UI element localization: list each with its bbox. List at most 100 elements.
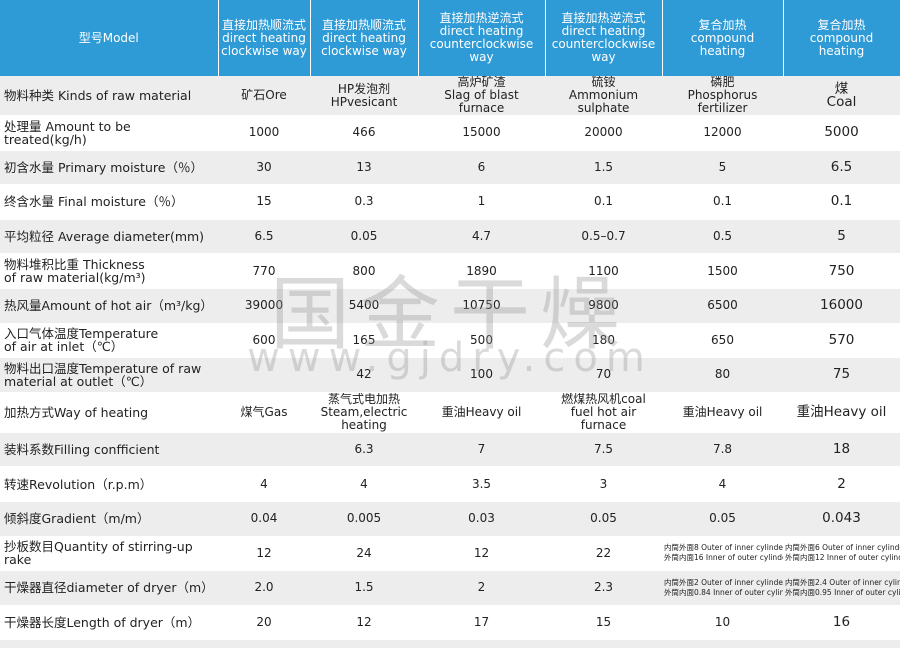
cell: 0.3 [310,184,418,220]
cell: 1 [418,184,545,220]
cell: 17 [418,605,545,641]
cell: 11 [545,639,662,648]
cell: 600 [218,323,310,359]
row-label: 平均粒径 Average diameter(mm) [0,219,218,255]
cell: 42 [310,357,418,393]
cell: 20000 [545,115,662,151]
cell: 0.03 [418,501,545,537]
cell: 6.5 [783,150,900,186]
cell: 4.7 [418,219,545,255]
cell: 15 [218,184,310,220]
cell: 0.1 [662,184,783,220]
cell: 15 [418,639,545,648]
row-label: 入口气体温度Temperature of air at inlet（℃） [0,323,218,359]
cell: 0.1 [545,184,662,220]
cell: 650 [662,323,783,359]
cell: 7.5 [310,639,418,648]
header-cell: 直接加热逆流式 direct heating counterclockwise … [418,0,546,76]
row-label: 转速Revolution（r.p.m） [0,466,218,502]
cell: 重油Heavy oil [783,392,900,433]
cell: 煤气Gas [218,392,310,433]
cell: 1500 [662,253,783,289]
table-row: 驱动功率Driving Power（kw）227.515111115 [0,639,900,648]
cell: 750 [783,253,900,289]
cell: 15000 [418,115,545,151]
row-label: 物料堆积比重 Thickness of raw material(kg/m³) [0,253,218,289]
row-label: 倾斜度Gradient（m/m） [0,501,218,537]
row-label: 装料系数Filling confficient [0,432,218,468]
table-row: 平均粒径 Average diameter(mm) 6.5 0.05 4.7 0.5–0… [0,219,900,255]
cell: 7.5 [545,432,662,468]
cell: 4 [310,466,418,502]
cell: 6.3 [310,432,418,468]
cell: 10 [662,605,783,641]
cell: 15 [783,639,900,648]
cell: 75 [783,357,900,393]
header-cell: 直接加热顺流式 direct heating clockwise way [310,0,419,76]
table-row: 抄板数目Quantity of stirring-up rake 12 24 12 22… [0,536,900,572]
cell: 1000 [218,115,310,151]
cell: 7.8 [662,432,783,468]
cell: 16000 [783,288,900,324]
table-row: 入口气体温度Temperature of air at inlet（℃） 600 1… [0,323,900,359]
cell: 7 [418,432,545,468]
cell: 13 [310,150,418,186]
row-label: 热风量Amount of hot air（m³/kg） [0,288,218,324]
cell: 5000 [783,115,900,151]
cell: 12000 [662,115,783,151]
cell: 9800 [545,288,662,324]
cell: 内筒外面2 Outer of inner cylinder2 外筒内面0.84 … [662,570,783,606]
cell: 硫铵 Ammonium sulphate [545,76,662,116]
header-cell: 直接加热顺流式 direct heating clockwise way [218,0,311,76]
row-label: 加热方式Way of heating [0,392,218,433]
cell: 500 [418,323,545,359]
row-label: 终含水量 Final moisture（％） [0,184,218,220]
header-cell: 直接加热逆流式 direct heating counterclockwise … [545,0,663,76]
cell: 180 [545,323,662,359]
cell: 重油Heavy oil [418,392,545,433]
table-row: 处理量 Amount to be treated(kg/h) 1000 466 150… [0,115,900,151]
cell: 770 [218,253,310,289]
cell: 5 [783,219,900,255]
cell: 39000 [218,288,310,324]
cell: 0.043 [783,501,900,537]
cell: HP发泡剂 HPvesicant [310,76,418,116]
cell: 22 [218,639,310,648]
cell: 2.0 [218,570,310,606]
cell: 5400 [310,288,418,324]
cell: 3 [545,466,662,502]
cell: 165 [310,323,418,359]
row-label: 干燥器长度Length of dryer（m） [0,605,218,641]
cell: 16 [783,605,900,641]
cell: 800 [310,253,418,289]
table-row: 干燥器直径diameter of dryer（m） 2.0 1.5 2 2.3 内筒外面2… [0,570,900,606]
table-row: 倾斜度Gradient（m/m） 0.04 0.005 0.03 0.05 0.05 0.0… [0,501,900,537]
cell: 0.005 [310,501,418,537]
cell [218,432,310,468]
cell: 11 [662,639,783,648]
cell: 570 [783,323,900,359]
cell: 20 [218,605,310,641]
row-label: 物料种类 Kinds of raw material [0,76,218,116]
cell: 矿石Ore [218,76,310,116]
cell: 6.5 [218,219,310,255]
cell: 高炉矿渣 Slag of blast furnace [418,76,545,116]
cell: 内筒外面6 Outer of inner cylinder6 外筒内面12 In… [783,536,900,572]
cell: 3.5 [418,466,545,502]
table-row: 物料出口温度Temperature of raw material at out… [0,357,900,393]
table-row: 物料堆积比重 Thickness of raw material(kg/m³) 7… [0,253,900,289]
cell: 4 [218,466,310,502]
row-label: 干燥器直径diameter of dryer（m） [0,570,218,606]
cell: 1.5 [545,150,662,186]
cell: 2 [783,466,900,502]
cell: 1.5 [310,570,418,606]
cell: 100 [418,357,545,393]
cell: 0.5–0.7 [545,219,662,255]
table-row: 热风量Amount of hot air（m³/kg） 39000 5400 1075… [0,288,900,324]
cell: 0.05 [310,219,418,255]
cell: 0.04 [218,501,310,537]
row-label: 初含水量 Primary moisture（％） [0,150,218,186]
cell: 2.3 [545,570,662,606]
